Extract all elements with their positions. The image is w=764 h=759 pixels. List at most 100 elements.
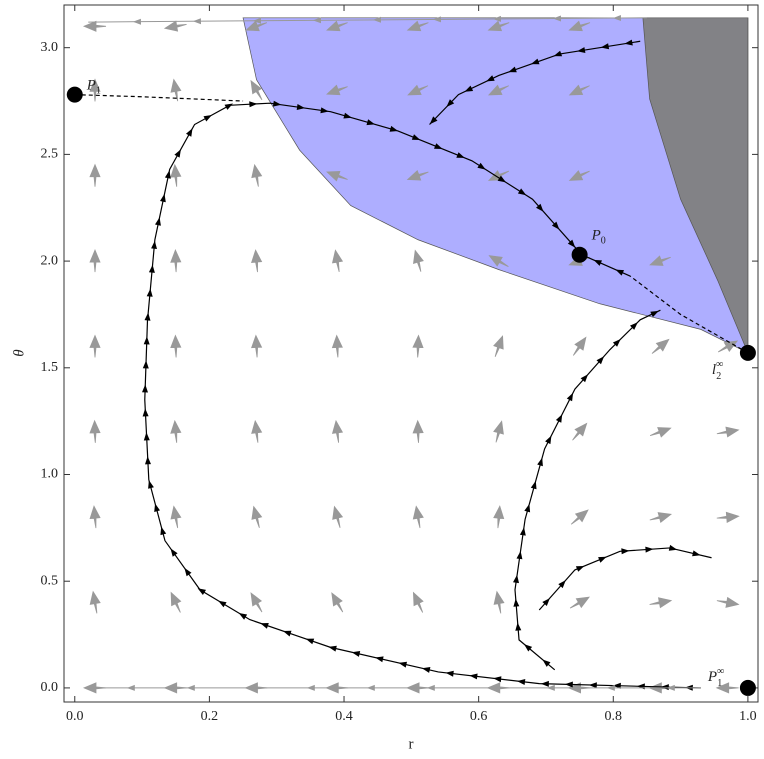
flow-arrow bbox=[530, 58, 540, 65]
flow-arrow bbox=[170, 548, 178, 557]
field-arrow bbox=[163, 20, 187, 32]
flow-arrow bbox=[486, 75, 495, 82]
equilibrium-point bbox=[739, 679, 756, 696]
point-label: l∞ 2 bbox=[712, 359, 723, 382]
field-arrow bbox=[89, 78, 101, 102]
flow-arrow bbox=[426, 684, 435, 691]
flow-arrow bbox=[296, 104, 305, 110]
field-arrow bbox=[568, 170, 590, 181]
flow-arrow bbox=[621, 548, 630, 555]
field-arrow bbox=[568, 84, 590, 96]
flow-arrow bbox=[545, 435, 552, 445]
field-arrow bbox=[332, 505, 344, 528]
y-tick-label: 0.5 bbox=[41, 573, 59, 588]
field-arrow bbox=[412, 591, 424, 613]
flow-arrow bbox=[666, 684, 675, 691]
flow-arrow bbox=[366, 119, 375, 126]
field-arrow bbox=[170, 249, 182, 273]
flow-arrow bbox=[160, 526, 167, 536]
point-label-sup: ∞ bbox=[717, 666, 724, 677]
flow-arrow bbox=[456, 152, 465, 158]
flow-arrow bbox=[151, 240, 157, 249]
flow-arrow bbox=[606, 684, 615, 691]
field-arrow bbox=[170, 505, 182, 529]
field-arrow bbox=[245, 20, 268, 32]
flow-arrow bbox=[343, 112, 352, 119]
field-arrow bbox=[412, 334, 424, 358]
flow-arrow bbox=[154, 503, 160, 512]
x-tick-label: 0.2 bbox=[201, 709, 219, 724]
flow-arrow bbox=[519, 527, 526, 536]
x-tick-label: 1.0 bbox=[739, 709, 757, 724]
flow-arrow bbox=[186, 128, 193, 137]
field-arrow bbox=[493, 420, 504, 443]
flow-arrow bbox=[612, 15, 621, 21]
y-tick-label: 2.0 bbox=[41, 253, 59, 268]
flow-arrow bbox=[434, 143, 443, 149]
field-arrow bbox=[717, 340, 739, 353]
x-tick-label: 0.0 bbox=[66, 709, 84, 724]
field-arrow bbox=[82, 20, 107, 32]
flow-arrow bbox=[542, 598, 550, 606]
flow-arrow bbox=[375, 656, 384, 663]
y-tick-label: 0.0 bbox=[41, 680, 59, 695]
trajectory bbox=[144, 102, 701, 689]
flow-arrow bbox=[660, 684, 669, 691]
point-label-base: P bbox=[86, 78, 96, 94]
field-arrow bbox=[568, 20, 591, 32]
point-label-sub: 1 bbox=[96, 86, 101, 97]
flow-arrow bbox=[537, 457, 543, 467]
field-arrow bbox=[331, 419, 344, 443]
field-arrow bbox=[487, 20, 510, 32]
field-arrow bbox=[488, 255, 509, 267]
flow-arrow bbox=[328, 645, 337, 652]
flow-arrow bbox=[536, 203, 544, 212]
flow-arrow bbox=[600, 43, 610, 50]
field-arrow bbox=[89, 249, 101, 273]
flow-arrow bbox=[612, 682, 621, 689]
flow-arrow bbox=[516, 551, 523, 560]
flow-arrow bbox=[645, 546, 654, 553]
field-arrow bbox=[412, 419, 424, 443]
field-arrow bbox=[570, 509, 589, 525]
flow-arrow bbox=[142, 384, 148, 393]
flow-arrow bbox=[508, 66, 517, 73]
flow-arrow bbox=[224, 103, 233, 110]
flow-arrow bbox=[530, 480, 537, 490]
field-arrow bbox=[326, 20, 348, 32]
flow-arrow bbox=[148, 264, 155, 273]
field-arrow bbox=[326, 84, 348, 96]
field-arrow bbox=[487, 170, 510, 181]
field-arrow bbox=[251, 334, 263, 358]
field-arrow bbox=[412, 505, 424, 529]
flow-arrow bbox=[218, 600, 227, 608]
flow-arrow bbox=[668, 544, 678, 551]
flow-arrow bbox=[146, 288, 153, 297]
flow-arrow bbox=[143, 432, 150, 441]
flow-arrow bbox=[540, 680, 549, 687]
flow-arrow bbox=[446, 99, 455, 107]
flow-arrow bbox=[515, 622, 522, 631]
field-arrow bbox=[250, 592, 263, 613]
flow-arrow bbox=[552, 15, 561, 22]
flow-arrow bbox=[184, 567, 192, 577]
point-label-base: P bbox=[707, 669, 717, 685]
flow-arrow bbox=[469, 673, 478, 680]
flow-arrow bbox=[636, 683, 645, 690]
flow-arrow bbox=[252, 17, 261, 24]
flow-arrow bbox=[464, 85, 474, 92]
field-arrow bbox=[493, 505, 505, 529]
flow-arrow bbox=[306, 684, 315, 691]
field-arrow bbox=[89, 590, 101, 614]
flow-arrow bbox=[160, 193, 166, 203]
y-tick-label: 1.5 bbox=[41, 360, 59, 375]
point-label-sub: 2 bbox=[716, 371, 721, 382]
field-arrow bbox=[170, 591, 182, 613]
field-arrow bbox=[251, 419, 263, 443]
flow-arrow bbox=[575, 566, 585, 572]
y-tick-label: 1.0 bbox=[41, 467, 59, 482]
flow-arrow bbox=[366, 684, 375, 691]
flow-arrow bbox=[524, 503, 531, 513]
point-label-sub: 0 bbox=[601, 236, 606, 247]
